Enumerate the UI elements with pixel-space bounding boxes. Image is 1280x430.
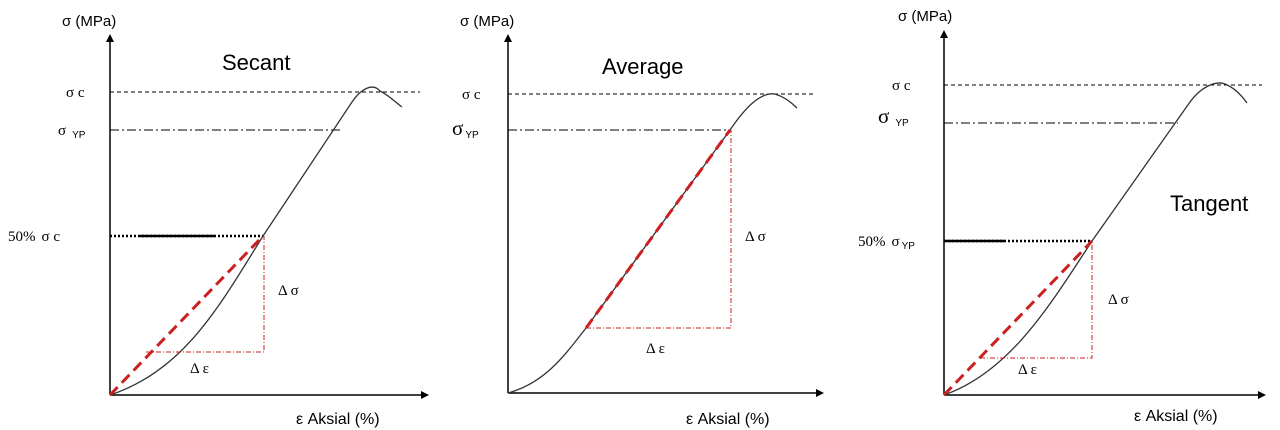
half-level-percent: 50%: [858, 234, 886, 250]
delta-triangle: [586, 130, 732, 329]
average-modulus-line: [584, 129, 732, 329]
panel-title: Tangent: [1170, 191, 1248, 216]
half-level-symbol: σ c: [42, 229, 61, 245]
panel-secant: σ (MPa) Secant σ c σ YP 50% σ c Δ σ Δ ε ε …: [8, 13, 429, 428]
panel-title: Secant: [222, 50, 291, 75]
delta-sigma-label: Δ σ: [1108, 292, 1129, 308]
yield-label: σ YP: [878, 104, 909, 129]
secant-modulus-line: [108, 234, 265, 397]
delta-sigma-label: Δ σ: [278, 283, 299, 299]
panel-title: Average: [602, 54, 684, 79]
half-level-subscript: YP: [902, 241, 916, 252]
panel-tangent: σ (MPa) Tangent σ c σ YP 50% σ YP Δ σ Δ ε ε…: [858, 8, 1266, 425]
half-level-percent: 50%: [8, 229, 36, 245]
delta-sigma-label: Δ σ: [745, 229, 766, 245]
delta-epsilon-label: Δ ε: [190, 361, 209, 377]
panel-average: σ (MPa) Average σ c σ YP Δ σ Δ ε ε Aksial…: [452, 13, 824, 428]
delta-triangle: [980, 241, 1093, 359]
yield-label-symbol: σ: [878, 104, 889, 128]
stress-strain-curve: [507, 93, 798, 394]
tangent-modulus-line: [942, 239, 1094, 397]
yield-label-symbol: σ: [58, 123, 66, 139]
yield-label-subscript: YP: [465, 130, 479, 141]
sigma-c-label: σ c: [462, 87, 481, 103]
delta-epsilon-label: Δ ε: [1018, 362, 1037, 378]
stress-strain-curve: [109, 86, 403, 396]
stress-strain-curve: [943, 82, 1248, 396]
half-level-label: 50% σ YP: [858, 234, 915, 252]
delta-epsilon-label: Δ ε: [646, 341, 665, 357]
half-level-label: 50% σ c: [8, 229, 60, 245]
y-axis-label: σ (MPa): [460, 13, 514, 30]
yield-label-subscript: YP: [895, 118, 909, 129]
yield-label: σ YP: [452, 116, 479, 141]
half-level-symbol: σ: [892, 234, 900, 250]
y-axis-label: σ (MPa): [62, 13, 116, 30]
x-axis-label: ε Aksial (%): [296, 411, 380, 428]
yield-label-symbol: σ: [452, 116, 463, 140]
x-axis-label: ε Aksial (%): [1134, 408, 1218, 425]
yield-label: σ YP: [58, 123, 86, 141]
delta-triangle: [146, 236, 265, 353]
sigma-c-label: σ c: [66, 85, 85, 101]
y-axis-label: σ (MPa): [898, 8, 952, 25]
x-axis-label: ε Aksial (%): [686, 411, 770, 428]
sigma-c-label: σ c: [892, 78, 911, 94]
yield-label-subscript: YP: [72, 130, 86, 141]
